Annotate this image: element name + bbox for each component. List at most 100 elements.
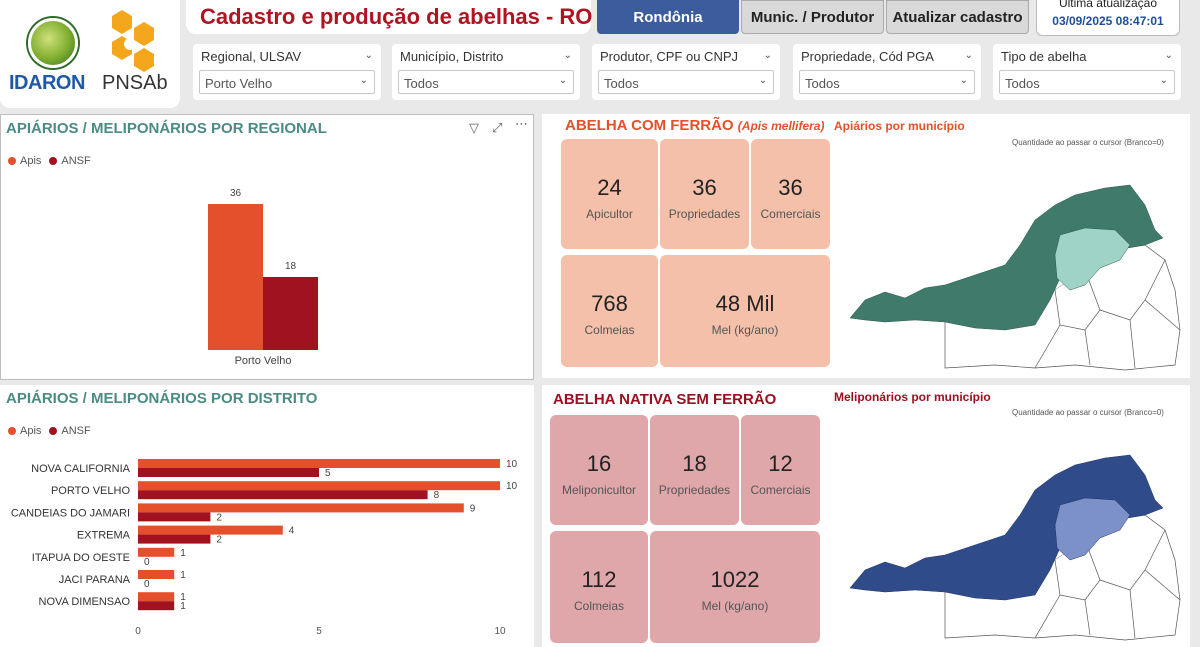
bar-label-ansf: 0 xyxy=(144,579,150,590)
last-update-value: 03/09/2025 08:47:01 xyxy=(1052,14,1164,28)
page-title: Cadastro e produção de abelhas - RO xyxy=(200,4,593,29)
idaron-logo-icon xyxy=(28,18,78,68)
map-meliponarios-highlight xyxy=(849,454,1164,601)
chevron-down-icon: ⌄ xyxy=(1159,75,1168,86)
map-meliponarios[interactable] xyxy=(845,420,1185,642)
map-apiarios-selected xyxy=(1054,227,1131,291)
legend-ansf-swatch xyxy=(49,157,58,165)
legend-apis-swatch xyxy=(8,427,16,435)
kpi-label: Propriedades xyxy=(658,483,731,497)
category-label: EXTREMA xyxy=(77,530,131,542)
nativa-title: ABELHA NATIVA SEM FERRÃO xyxy=(553,391,777,408)
bar-ansf xyxy=(138,490,428,500)
category-label: PORTO VELHO xyxy=(51,485,131,497)
chevron-down-icon[interactable]: ⌄ xyxy=(763,50,772,61)
bar-label-apis: 1 xyxy=(180,548,186,559)
map-meliponarios-selected xyxy=(1054,497,1131,561)
filter-label: Produtor, CPF ou CNPJ xyxy=(600,49,738,64)
bar-apis xyxy=(138,503,464,513)
kpi-value: 12 xyxy=(768,451,793,476)
district-legend: Apis ANSF xyxy=(8,425,91,437)
bar-label-ansf: 2 xyxy=(216,512,222,523)
chevron-down-icon: ⌄ xyxy=(359,75,368,86)
filter-tipo-abelha: Tipo de abelha ⌄ Todos ⌄ xyxy=(993,44,1181,100)
filter-value: Todos xyxy=(1005,76,1040,91)
regional-legend: Apis ANSF xyxy=(8,155,91,167)
x-tick-label: 5 xyxy=(316,626,322,637)
kpi-value: 16 xyxy=(586,451,612,476)
bar-ansf xyxy=(138,601,175,611)
district-chart-panel[interactable] xyxy=(0,385,534,647)
kpi-card-propriedades: 36 Propriedades xyxy=(660,139,749,249)
filter-label: Tipo de abelha xyxy=(1001,49,1087,64)
filter-icon[interactable]: ▽ xyxy=(469,120,479,135)
filter-regional-select[interactable]: Porto Velho ⌄ xyxy=(199,70,375,94)
kpi-label: Colmeias xyxy=(573,599,624,613)
kpi-label: Mel (kg/ano) xyxy=(701,599,769,613)
bar-apis xyxy=(138,525,283,535)
regional-chart-title: APIÁRIOS / MELIPONÁRIOS POR REGIONAL xyxy=(6,120,327,137)
filter-regional: Regional, ULSAV ⌄ Porto Velho ⌄ xyxy=(193,44,381,100)
bar-label-ansf: 18 xyxy=(285,261,297,272)
idaron-brand: IDARON xyxy=(9,72,85,94)
more-options-icon[interactable]: ⋯ xyxy=(515,116,528,131)
filter-municipio: Município, Distrito ⌄ Todos ⌄ xyxy=(392,44,580,100)
filter-tipo-abelha-select[interactable]: Todos ⌄ xyxy=(999,70,1175,94)
last-update-label: Última atualização xyxy=(1058,0,1158,10)
tab-atualizar-cadastro[interactable]: Atualizar cadastro xyxy=(886,0,1029,34)
tab-rondonia[interactable]: Rondônia xyxy=(597,0,739,34)
map-apiarios-note: Quantidade ao passar o cursor (Branco=0) xyxy=(1012,138,1164,147)
kpi-label: Propriedades xyxy=(668,207,741,221)
filter-label: Regional, ULSAV xyxy=(201,49,302,64)
chevron-down-icon[interactable]: ⌄ xyxy=(563,50,572,61)
bar-ansf xyxy=(263,277,318,350)
ferrao-title: ABELHA COM FERRÃO (Apis mellifera) xyxy=(565,117,824,134)
tab-munic-produtor[interactable]: Munic. / Produtor xyxy=(741,0,884,34)
kpi-label: Comerciais xyxy=(750,483,811,497)
filter-municipio-select[interactable]: Todos ⌄ xyxy=(398,70,574,94)
kpi-label: Meliponicultor xyxy=(561,483,637,497)
filter-produtor: Produtor, CPF ou CNPJ ⌄ Todos ⌄ xyxy=(592,44,780,100)
bar-ansf xyxy=(138,534,211,544)
bar-label-ansf: 1 xyxy=(180,601,186,612)
bar-label-apis: 9 xyxy=(470,503,476,514)
kpi-label: Colmeias xyxy=(584,323,635,337)
map-apiarios-title: Apiários por município xyxy=(834,119,965,133)
bar-label-apis: 10 xyxy=(506,459,518,470)
legend-apis: Apis xyxy=(20,155,42,167)
chevron-down-icon[interactable]: ⌄ xyxy=(964,50,973,61)
bar-label-apis: 1 xyxy=(180,570,186,581)
kpi-label: Comerciais xyxy=(760,207,821,221)
focus-mode-icon[interactable]: ⤢ xyxy=(492,120,503,135)
last-update-box: Última atualização 03/09/2025 08:47:01 xyxy=(1036,0,1180,36)
kpi-value: 768 xyxy=(591,291,628,316)
kpi-card-meliponicultor: 16 Meliponicultor xyxy=(550,415,648,525)
category-label: CANDEIAS DO JAMARI xyxy=(11,507,130,519)
bar-label-ansf: 5 xyxy=(325,468,331,479)
x-tick-label: 10 xyxy=(494,626,506,637)
filter-produtor-select[interactable]: Todos ⌄ xyxy=(598,70,774,94)
bar-label-apis: 36 xyxy=(230,188,242,199)
chevron-down-icon[interactable]: ⌄ xyxy=(1164,50,1173,61)
kpi-value: 36 xyxy=(692,175,717,200)
filter-propriedade-select[interactable]: Todos ⌄ xyxy=(799,70,975,94)
filter-value: Todos xyxy=(404,76,439,91)
pnsab-hexagon-icon xyxy=(112,10,154,72)
kpi-card-comerciais: 36 Comerciais xyxy=(751,139,830,249)
bar-apis xyxy=(138,570,175,579)
category-label: NOVA CALIFORNIA xyxy=(31,463,130,475)
filter-value: Todos xyxy=(604,76,639,91)
ferrao-title-text: ABELHA COM FERRÃO xyxy=(565,117,734,134)
chevron-down-icon[interactable]: ⌄ xyxy=(364,50,373,61)
map-apiarios[interactable] xyxy=(845,150,1185,372)
map-meliponarios-title: Meliponários por município xyxy=(834,390,991,404)
kpi-value: 24 xyxy=(597,175,622,200)
legend-ansf: ANSF xyxy=(61,155,91,167)
bar-label-ansf: 8 xyxy=(434,490,440,501)
kpi-value: 36 xyxy=(778,175,803,200)
bar-label-apis: 1 xyxy=(180,592,186,603)
bar-label-apis: 10 xyxy=(506,481,518,492)
bar-apis xyxy=(138,459,500,468)
filter-propriedade: Propriedade, Cód PGA ⌄ Todos ⌄ xyxy=(793,44,981,100)
